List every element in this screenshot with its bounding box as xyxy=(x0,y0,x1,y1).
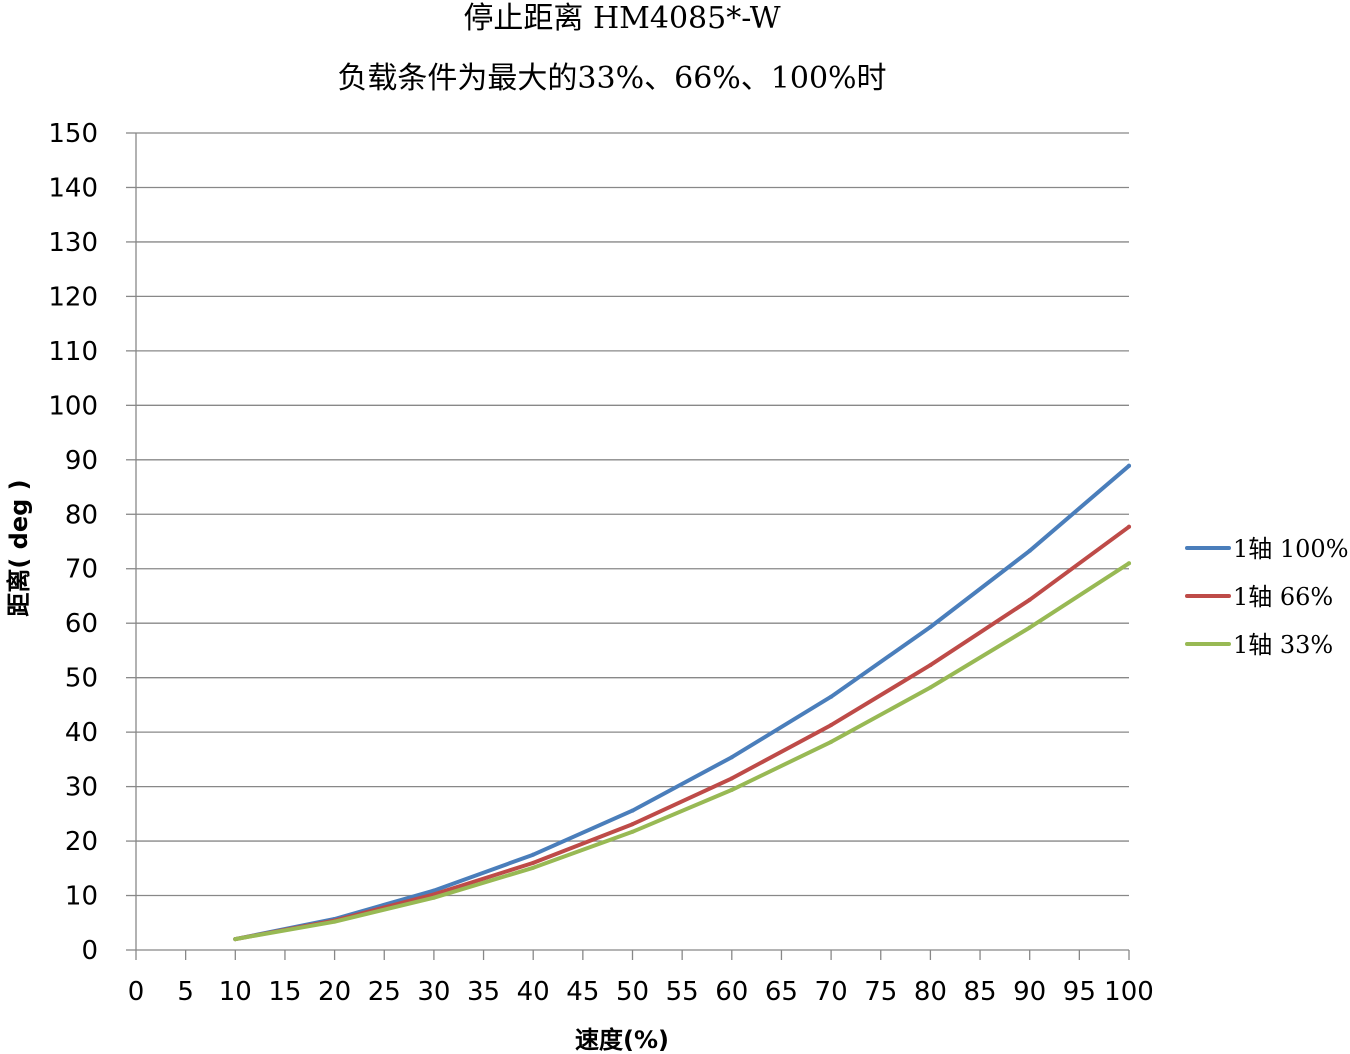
y-axis-ticks: 0 10 20 30 40 50 60 70 80 90 100 110 120 130 140 150 xyxy=(48,119,136,966)
series-point xyxy=(729,787,734,792)
x-tick-label: 65 xyxy=(765,977,798,1007)
series-point xyxy=(630,829,635,834)
x-tick-label: 70 xyxy=(815,977,848,1007)
series-line-1 xyxy=(233,524,1131,942)
y-tick-label: 50 xyxy=(65,664,98,694)
y-tick-label: 90 xyxy=(65,446,98,476)
series-point xyxy=(1127,524,1131,529)
series-point xyxy=(1027,625,1032,630)
series-point xyxy=(729,755,734,760)
x-tick-label: 35 xyxy=(467,977,500,1007)
y-tick-label: 40 xyxy=(65,718,98,748)
series-point xyxy=(630,822,635,827)
x-tick-label: 50 xyxy=(616,977,649,1007)
x-tick-label: 85 xyxy=(964,977,997,1007)
series-line-2 xyxy=(233,561,1131,942)
x-axis-label: 速度(%) xyxy=(575,1026,669,1054)
gridlines xyxy=(136,132,1129,897)
series-point xyxy=(431,895,436,900)
legend-entry-label: 1轴 100% xyxy=(1233,535,1349,563)
series-point xyxy=(332,919,337,924)
y-tick-label: 10 xyxy=(65,882,98,912)
x-tick-label: 20 xyxy=(318,977,351,1007)
legend: 1轴 100% 1轴 66% 1轴 33% xyxy=(1185,535,1349,659)
series-point xyxy=(233,937,238,942)
axes xyxy=(135,133,1129,951)
y-tick-label: 30 xyxy=(65,773,98,803)
legend-entry-label: 1轴 33% xyxy=(1233,631,1333,659)
x-tick-label: 10 xyxy=(219,977,252,1007)
x-tick-label: 55 xyxy=(666,977,699,1007)
x-tick-label: 100 xyxy=(1104,977,1154,1007)
x-tick-label: 60 xyxy=(715,977,748,1007)
series-point xyxy=(928,685,933,690)
x-tick-label: 90 xyxy=(1013,977,1046,1007)
series-point xyxy=(928,663,933,668)
series-point xyxy=(729,776,734,781)
series-point xyxy=(531,865,536,870)
y-tick-label: 80 xyxy=(65,500,98,530)
series-point xyxy=(1027,548,1032,553)
series-point xyxy=(1027,597,1032,602)
y-tick-label: 20 xyxy=(65,827,98,857)
series-point xyxy=(829,723,834,728)
x-tick-label: 25 xyxy=(368,977,401,1007)
series-line-0 xyxy=(233,463,1131,942)
y-tick-label: 60 xyxy=(65,609,98,639)
series-point xyxy=(531,860,536,865)
x-tick-label: 0 xyxy=(128,977,145,1007)
series-point xyxy=(531,852,536,857)
y-tick-label: 140 xyxy=(48,173,98,203)
chart-title: 停止距离 HM4085*-W xyxy=(463,1,780,36)
series-point xyxy=(829,739,834,744)
x-tick-label: 15 xyxy=(268,977,301,1007)
y-tick-label: 130 xyxy=(48,228,98,258)
y-tick-label: 100 xyxy=(48,391,98,421)
y-tick-label: 110 xyxy=(48,337,98,367)
chart-subtitle: 负载条件为最大的33%、66%、100%时 xyxy=(337,61,886,96)
x-tick-label: 5 xyxy=(177,977,194,1007)
x-tick-label: 80 xyxy=(914,977,947,1007)
x-axis-ticks: 0 5 10 15 20 25 30 35 40 45 50 55 60 65 70 75 80 85 90 95 10… xyxy=(128,950,1154,1007)
series-point xyxy=(630,808,635,813)
series-point xyxy=(1127,561,1131,566)
y-tick-label: 150 xyxy=(48,119,98,149)
legend-entry-label: 1轴 66% xyxy=(1233,583,1333,611)
series-point xyxy=(829,694,834,699)
y-tick-label: 0 xyxy=(81,936,98,966)
series-point xyxy=(928,625,933,630)
series-lines xyxy=(233,463,1131,942)
y-tick-label: 70 xyxy=(65,555,98,585)
series-point xyxy=(1127,463,1131,468)
x-tick-label: 45 xyxy=(566,977,599,1007)
x-tick-label: 30 xyxy=(417,977,450,1007)
series-point xyxy=(431,888,436,893)
x-tick-label: 95 xyxy=(1063,977,1096,1007)
x-tick-label: 75 xyxy=(864,977,897,1007)
y-tick-label: 120 xyxy=(48,282,98,312)
x-tick-label: 40 xyxy=(517,977,550,1007)
y-axis-label: 距离( deg ) xyxy=(5,479,33,616)
